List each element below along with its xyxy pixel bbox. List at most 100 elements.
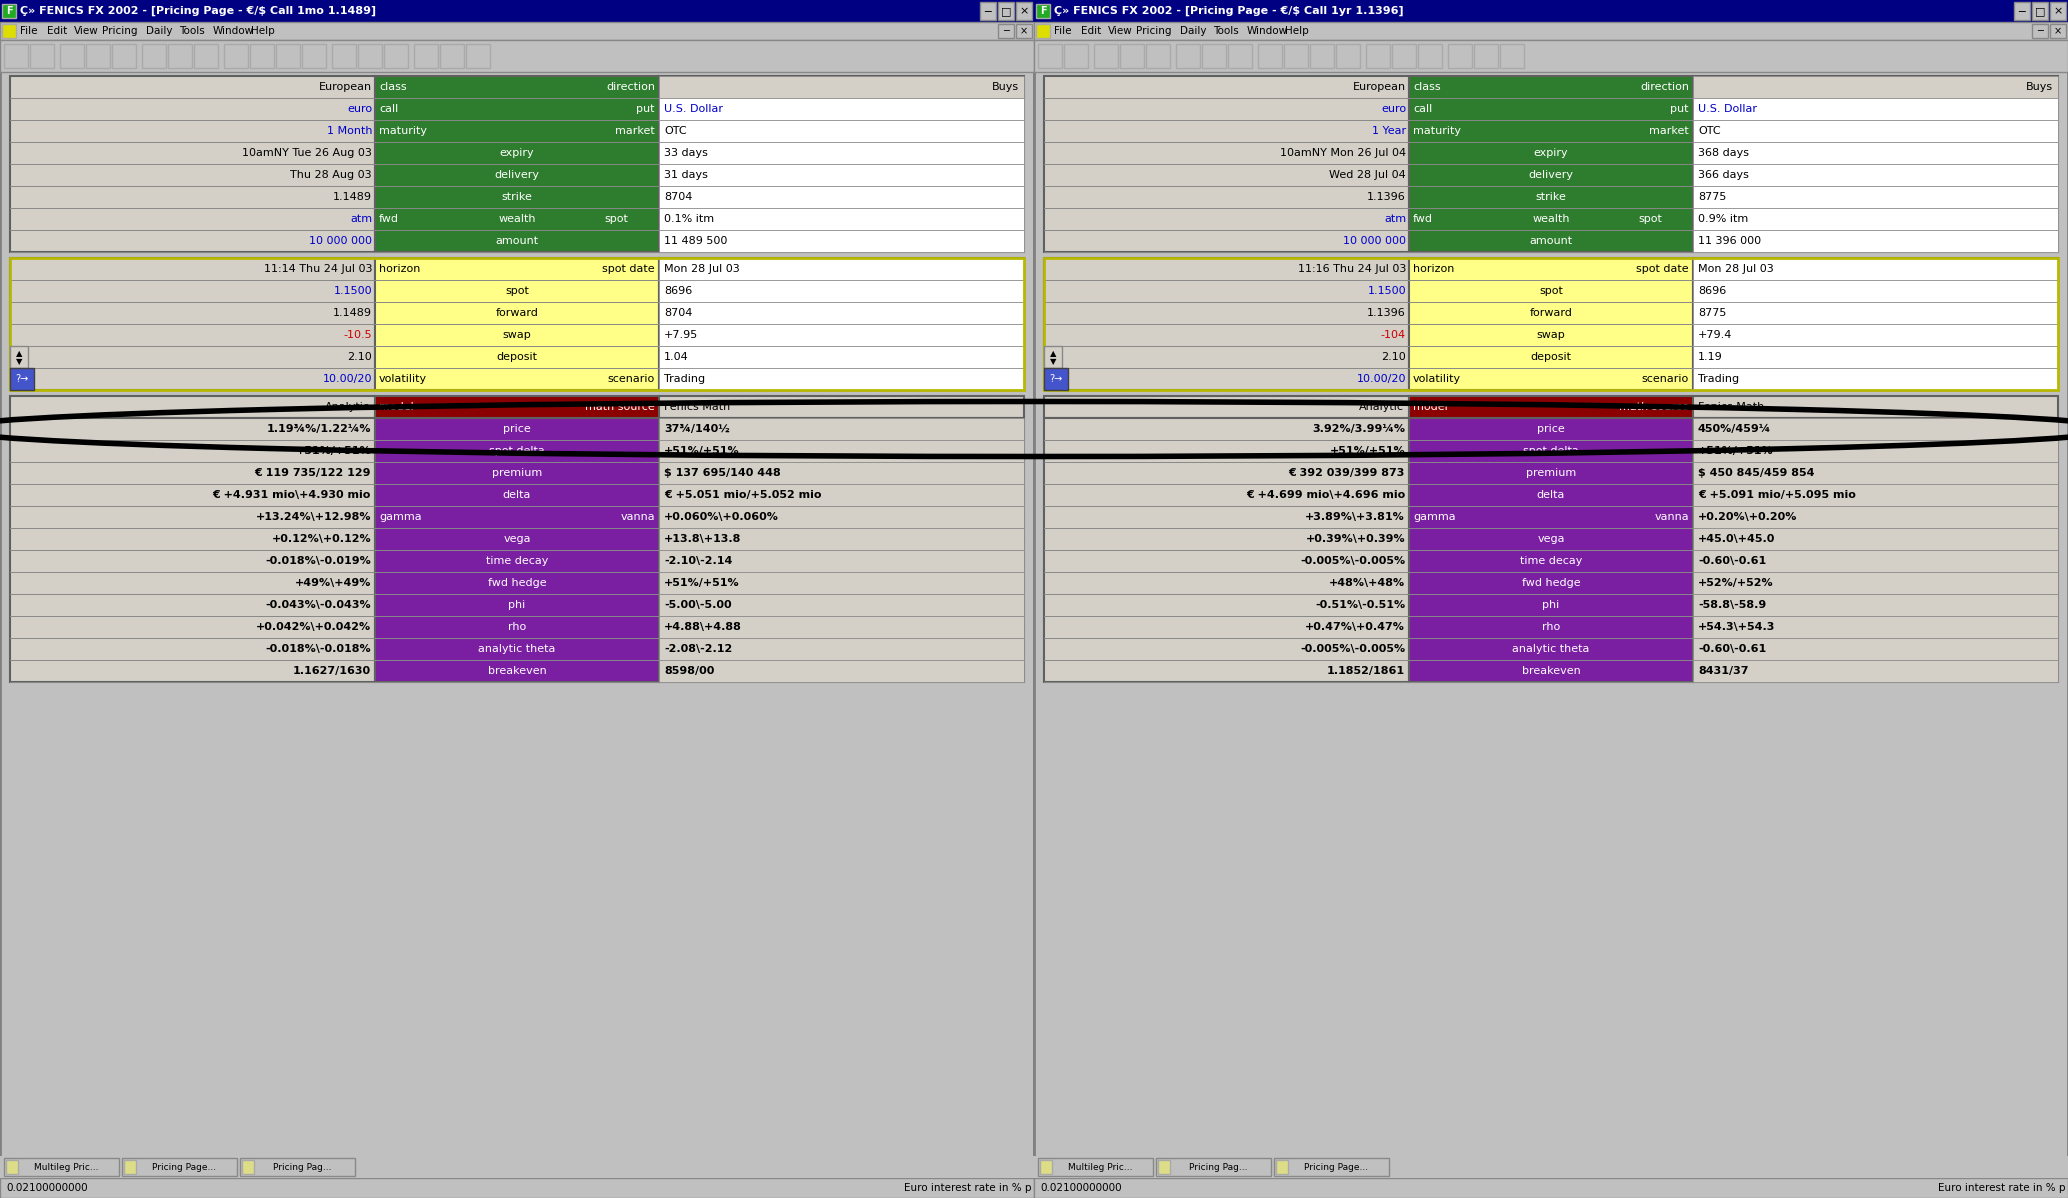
- Text: 8704: 8704: [664, 192, 693, 202]
- Text: Euro interest rate in % p: Euro interest rate in % p: [904, 1182, 1032, 1193]
- Bar: [1694, 660, 2058, 682]
- Text: class: class: [1412, 81, 1441, 92]
- Text: amount: amount: [496, 236, 538, 246]
- Text: Trading: Trading: [1698, 374, 1739, 385]
- Text: swap: swap: [1537, 329, 1565, 340]
- Text: spot: spot: [1539, 286, 1563, 296]
- Bar: [660, 346, 1024, 368]
- Bar: [660, 323, 1024, 346]
- Text: +13.8\+13.8: +13.8\+13.8: [664, 534, 740, 544]
- Text: time decay: time decay: [1520, 556, 1582, 565]
- Text: 10.00/20: 10.00/20: [323, 374, 372, 385]
- Text: 1.1396: 1.1396: [1367, 192, 1406, 202]
- Text: Wed 28 Jul 04: Wed 28 Jul 04: [1330, 170, 1406, 180]
- Bar: [0, 1156, 1034, 1178]
- Text: 1.19: 1.19: [1698, 352, 1723, 362]
- Text: 10amNY Tue 26 Aug 03: 10amNY Tue 26 Aug 03: [242, 149, 372, 158]
- Bar: [1284, 44, 1307, 68]
- Text: Pricing Pag...: Pricing Pag...: [273, 1162, 331, 1172]
- Text: vega: vega: [503, 534, 531, 544]
- Bar: [1367, 44, 1390, 68]
- Bar: [10, 258, 1024, 391]
- Text: Help: Help: [250, 26, 275, 36]
- Text: premium: premium: [492, 468, 542, 478]
- Bar: [1034, 1156, 2068, 1178]
- Text: rho: rho: [509, 622, 525, 633]
- Bar: [660, 550, 1024, 571]
- Text: maturity: maturity: [378, 126, 426, 137]
- Text: Trading: Trading: [664, 374, 705, 385]
- Bar: [1694, 397, 2058, 418]
- Bar: [2, 24, 17, 38]
- Text: □: □: [2035, 6, 2045, 16]
- Text: 11 489 500: 11 489 500: [664, 236, 728, 246]
- Text: Analytic: Analytic: [1359, 403, 1404, 412]
- Bar: [1448, 44, 1472, 68]
- Bar: [1694, 346, 2058, 368]
- Bar: [1408, 258, 1694, 391]
- Bar: [660, 440, 1024, 462]
- Bar: [87, 44, 110, 68]
- Text: math source: math source: [1619, 403, 1690, 412]
- Bar: [4, 1158, 120, 1176]
- Text: +4.88\+4.88: +4.88\+4.88: [664, 622, 742, 633]
- Text: spot: spot: [604, 214, 629, 224]
- Bar: [1044, 418, 1408, 682]
- Bar: [1694, 639, 2058, 660]
- Text: -2.08\-2.12: -2.08\-2.12: [664, 645, 732, 654]
- Text: price: price: [1537, 424, 1565, 434]
- Text: 10 000 000: 10 000 000: [1342, 236, 1406, 246]
- Text: breakeven: breakeven: [1522, 666, 1580, 676]
- Text: fwd: fwd: [1412, 214, 1433, 224]
- Text: Tools: Tools: [180, 26, 205, 36]
- Text: 450%/459¼: 450%/459¼: [1698, 424, 1770, 434]
- Bar: [1694, 258, 2058, 391]
- Text: □: □: [1001, 6, 1011, 16]
- Text: delivery: delivery: [494, 170, 540, 180]
- Bar: [1274, 1158, 1390, 1176]
- Bar: [112, 44, 136, 68]
- Bar: [465, 44, 490, 68]
- Text: euro: euro: [347, 104, 372, 114]
- Text: breakeven: breakeven: [488, 666, 546, 676]
- Text: 37¾/140½: 37¾/140½: [664, 424, 730, 434]
- Bar: [1202, 44, 1226, 68]
- Bar: [374, 75, 660, 252]
- Text: ×: ×: [1020, 6, 1028, 16]
- Text: math source: math source: [585, 403, 656, 412]
- Text: +51%/+51%: +51%/+51%: [1698, 446, 1774, 456]
- Text: deposit: deposit: [496, 352, 538, 362]
- Bar: [1694, 506, 2058, 528]
- Text: -0.60\-0.61: -0.60\-0.61: [1698, 556, 1766, 565]
- Text: ▼: ▼: [17, 357, 23, 365]
- Text: Pricing: Pricing: [101, 26, 136, 36]
- Bar: [1694, 120, 2058, 143]
- Bar: [223, 44, 248, 68]
- Text: model: model: [378, 403, 414, 412]
- Text: 2.10: 2.10: [347, 352, 372, 362]
- Text: $ 450 845/459 854: $ 450 845/459 854: [1698, 468, 1814, 478]
- Bar: [1044, 258, 2058, 391]
- Text: 1 Month: 1 Month: [327, 126, 372, 137]
- Bar: [1694, 418, 2058, 682]
- Text: market: market: [614, 126, 656, 137]
- Text: 1 Year: 1 Year: [1371, 126, 1406, 137]
- Bar: [242, 1160, 254, 1174]
- Bar: [1694, 462, 2058, 484]
- Text: F: F: [1040, 6, 1046, 16]
- Text: -0.018%\-0.019%: -0.018%\-0.019%: [265, 556, 370, 565]
- Bar: [1015, 24, 1032, 38]
- Text: vanna: vanna: [620, 512, 656, 522]
- Bar: [10, 397, 374, 418]
- Text: put: put: [1671, 104, 1690, 114]
- Text: 368 days: 368 days: [1698, 149, 1750, 158]
- Bar: [660, 186, 1024, 208]
- Text: forward: forward: [496, 308, 538, 317]
- Text: gamma: gamma: [378, 512, 422, 522]
- Text: put: put: [637, 104, 656, 114]
- Text: +52%/+52%: +52%/+52%: [1698, 577, 1774, 588]
- Bar: [660, 397, 1024, 418]
- Bar: [1015, 2, 1032, 20]
- Text: -2.10\-2.14: -2.10\-2.14: [664, 556, 732, 565]
- Bar: [1034, 22, 2068, 40]
